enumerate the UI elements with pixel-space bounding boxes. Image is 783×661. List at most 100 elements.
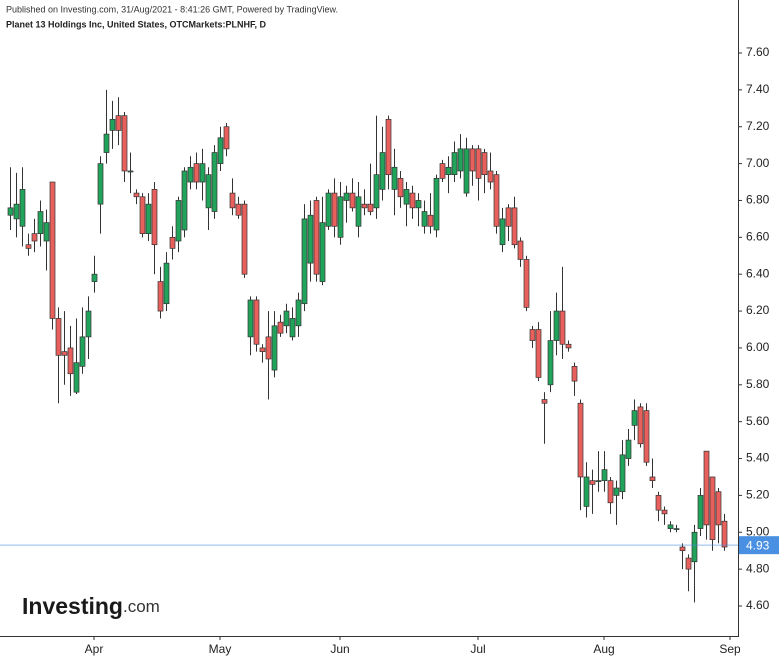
candle-body [73,362,80,393]
candle-body [37,211,44,234]
candle-body [43,222,50,242]
candle-body [481,152,488,176]
candle-body [721,520,728,548]
candle-body [145,203,152,234]
candle-body [595,480,602,483]
candle-body [97,163,104,205]
candle-body [529,329,536,341]
candle-body [115,115,122,131]
candle-body [451,152,458,176]
candle-body [667,524,674,529]
x-tick-label: May [209,642,232,656]
candle-body [67,347,74,375]
candle-body [193,163,200,183]
candle-body [649,476,656,482]
candle-body [301,218,308,305]
candle-body [691,531,698,563]
candle-body [211,152,218,212]
logo-name: Investing [22,593,123,619]
y-tick-label: 5.00 [746,524,770,538]
candle-body [277,321,284,334]
candle-body [295,299,302,327]
plot-area: Apr May Jun Jul Aug Sep [0,89,740,656]
candle-body [517,240,524,260]
candle-body [121,115,128,172]
candle-body [61,351,68,356]
candle-body [637,406,644,445]
candle-body [559,310,566,345]
y-tick-label: 6.60 [746,230,770,244]
candle-body [7,207,14,216]
candle-body [391,166,398,190]
candle-body [133,192,140,198]
candle-body [505,207,512,227]
y-tick-label: 5.60 [746,414,770,428]
y-tick-label: 7.20 [746,119,770,133]
candle-body [643,410,650,463]
candle-body [187,166,194,183]
candle-body [55,318,62,356]
candle-body [583,476,590,507]
candle-body [229,192,236,209]
logo-suffix: .com [123,597,160,616]
candle-body [409,192,416,209]
price-label-box [739,536,779,555]
candle-body [679,546,686,552]
y-tick-label: 5.80 [746,377,770,391]
candle-body [547,340,554,386]
candle-body [415,200,422,209]
candle-body [367,203,374,212]
y-tick-label: 6.80 [746,193,770,207]
x-tick-label: Jun [330,642,349,656]
candle-body [361,203,368,209]
price-label: 4.93 [746,538,770,552]
axes: 4.60 4.80 5.00 5.20 5.40 5.60 5.80 6.00 6.20 6.40… [93,45,779,640]
candle-body [91,273,98,282]
candle-body [283,310,290,327]
candle-body [265,336,272,360]
candle-body [685,557,692,570]
candle-body [31,233,38,242]
candle-body [331,192,338,227]
candle-body [103,133,110,153]
candle-body [625,439,632,459]
y-tick-label: 6.20 [746,303,770,317]
candle-body [355,196,362,227]
candle-body [151,189,158,246]
candle-body [349,192,356,209]
candle-body [499,218,506,246]
candle-body [223,126,230,150]
candle-body [217,137,224,164]
candle-body [619,454,626,493]
candle-body [553,310,560,341]
candle-body [127,170,134,173]
candle-body [655,495,662,511]
candle-body [241,203,248,275]
candle-body [589,480,596,485]
y-tick-label: 5.40 [746,451,770,465]
candle-body [541,399,548,404]
candle-body [601,469,608,482]
candle-body [703,450,710,526]
candle-body [673,528,680,530]
candle-body [169,236,176,249]
candle-body [271,325,278,371]
candle-body [319,222,326,282]
candle-body [163,262,170,305]
candle-body [373,174,380,209]
candle-body [463,148,470,194]
candle-body [79,336,86,367]
candle-body [397,177,404,198]
candle-body [697,495,704,529]
candle-body [175,200,182,242]
logo: Investing.com [22,593,160,619]
candle-body [343,192,350,201]
candle-body [631,410,638,426]
candle-body [205,174,212,209]
chart-title: Planet 13 Holdings Inc, United States, O… [6,19,267,29]
published-note: Published on Investing.com, 31/Aug/2021 … [6,4,338,14]
candle-body [25,244,32,249]
candle-body [109,119,116,131]
candle-body [247,299,254,338]
